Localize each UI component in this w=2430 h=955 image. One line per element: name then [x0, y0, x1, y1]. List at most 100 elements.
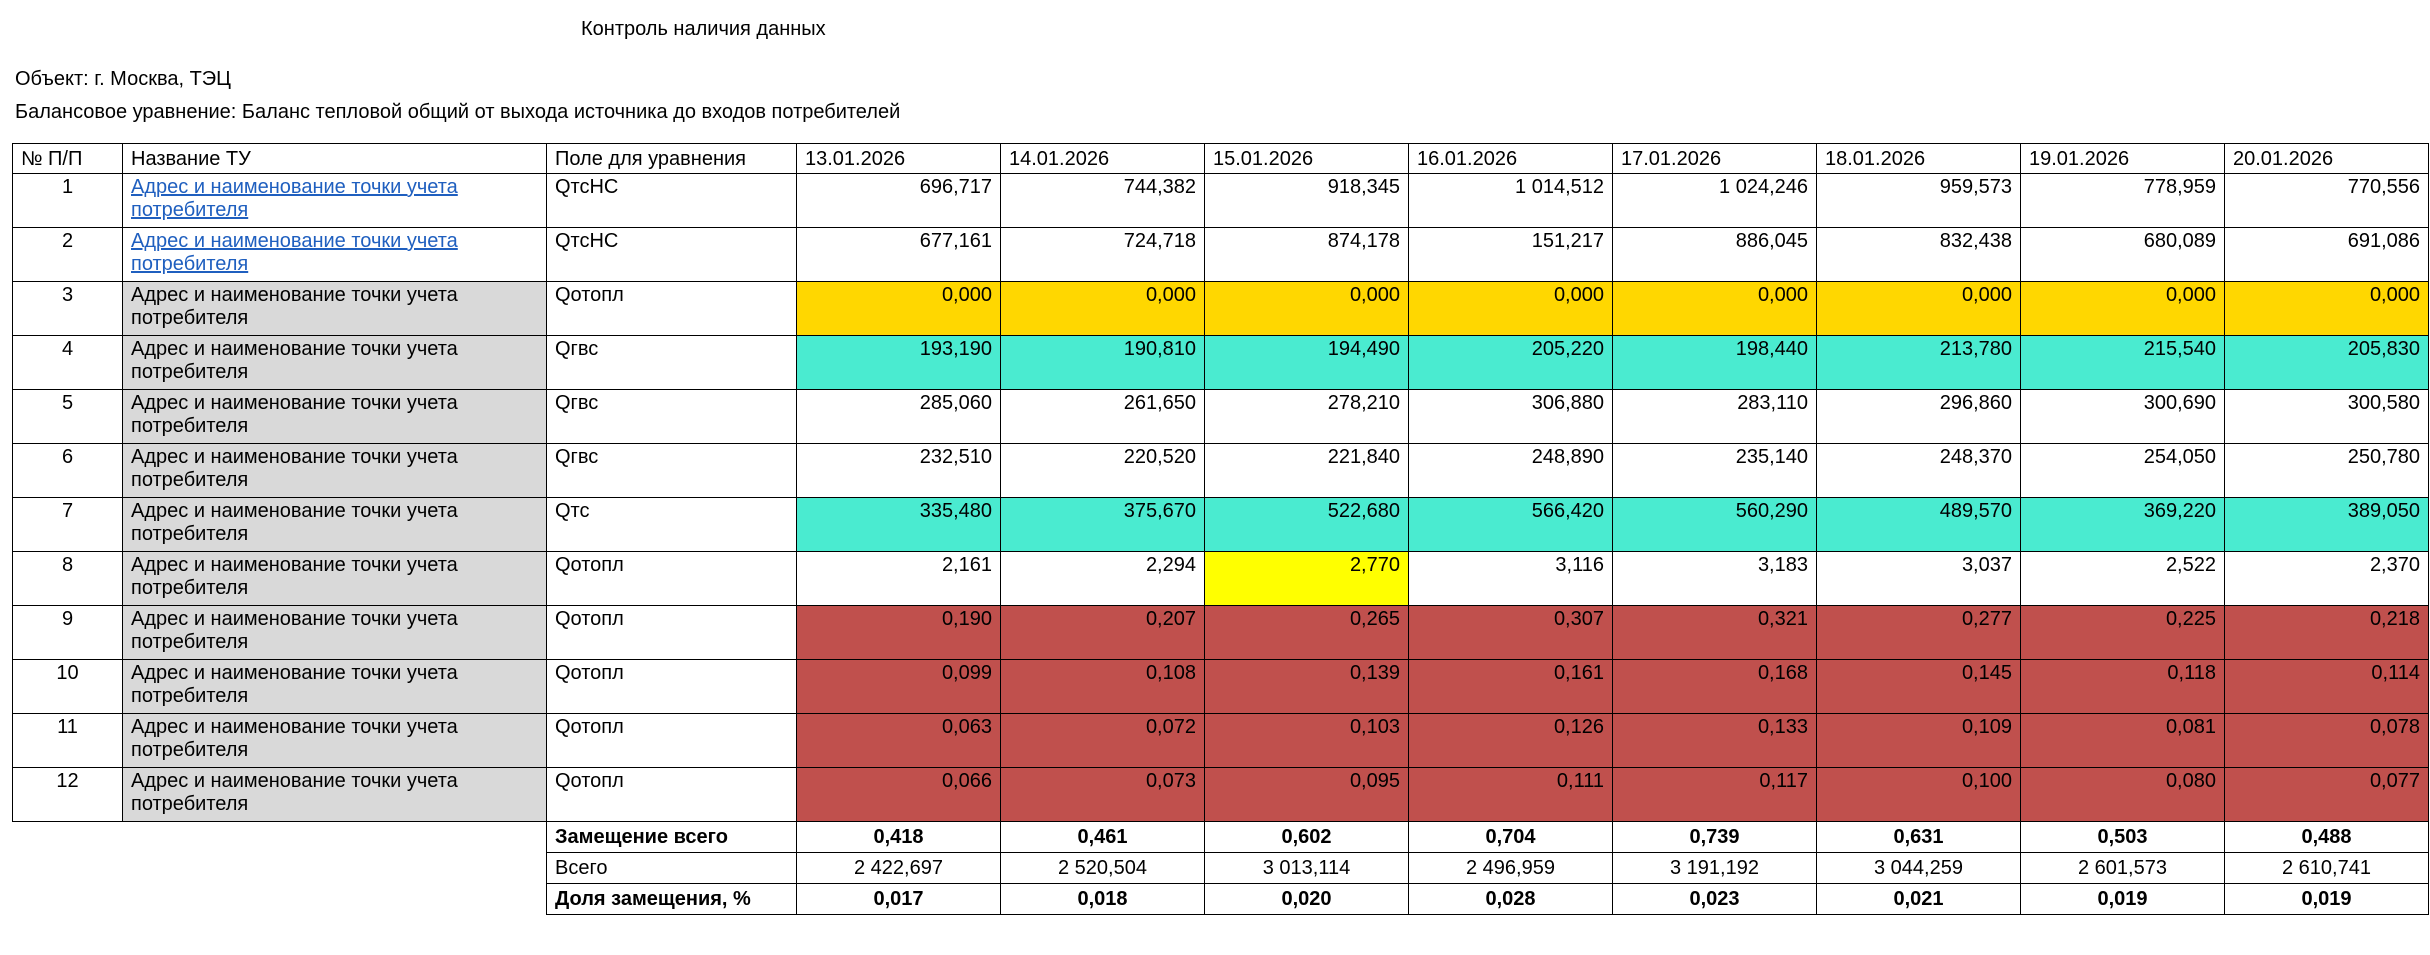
value-cell: 0,207	[1000, 605, 1205, 660]
value-cell: 778,959	[2020, 173, 2225, 228]
value-cell: 0,063	[796, 713, 1001, 768]
equation-field: Qотопл	[546, 713, 797, 768]
summary-value: 0,461	[1000, 821, 1205, 853]
table-row: 7 Адрес и наименование точки учета потреб…	[12, 497, 2429, 552]
tu-name-cell: Адрес и наименование точки учета потреби…	[122, 551, 547, 606]
object-line: Объект: г. Москва, ТЭЦ	[15, 68, 231, 90]
value-cell: 215,540	[2020, 335, 2225, 390]
equation-field: Qотопл	[546, 767, 797, 822]
table-row: 12 Адрес и наименование точки учета потре…	[12, 767, 2429, 822]
tu-name-cell: Адрес и наименование точки учета потреби…	[122, 335, 547, 390]
row-number: 7	[12, 497, 123, 552]
value-cell: 522,680	[1204, 497, 1409, 552]
row-number: 10	[12, 659, 123, 714]
value-cell: 0,145	[1816, 659, 2021, 714]
value-cell: 0,168	[1612, 659, 1817, 714]
value-cell: 0,072	[1000, 713, 1205, 768]
tu-name-cell: Адрес и наименование точки учета потреби…	[122, 389, 547, 444]
tu-name-link[interactable]: Адрес и наименование точки учета потреби…	[131, 230, 458, 275]
summary-value: 0,503	[2020, 821, 2225, 853]
value-cell: 677,161	[796, 227, 1001, 282]
summary-value: 0,739	[1612, 821, 1817, 853]
value-cell: 724,718	[1000, 227, 1205, 282]
value-cell: 0,321	[1612, 605, 1817, 660]
summary-value: 2 601,573	[2020, 852, 2225, 884]
table-row: 4 Адрес и наименование точки учета потреб…	[12, 335, 2429, 390]
header-date: 17.01.2026	[1612, 143, 1817, 174]
value-cell: 0,000	[1204, 281, 1409, 336]
value-cell: 959,573	[1816, 173, 2021, 228]
row-number: 9	[12, 605, 123, 660]
row-number: 4	[12, 335, 123, 390]
summary-value: 0,602	[1204, 821, 1409, 853]
equation-field: Qотопл	[546, 281, 797, 336]
header-num: № П/П	[12, 143, 123, 174]
header-date: 15.01.2026	[1204, 143, 1409, 174]
value-cell: 300,580	[2224, 389, 2429, 444]
summary-value: 2 610,741	[2224, 852, 2429, 884]
row-number: 6	[12, 443, 123, 498]
summary-value: 0,631	[1816, 821, 2021, 853]
value-cell: 489,570	[1816, 497, 2021, 552]
value-cell: 0,000	[1816, 281, 2021, 336]
value-cell: 696,717	[796, 173, 1001, 228]
value-cell: 0,081	[2020, 713, 2225, 768]
table-row: 9 Адрес и наименование точки учета потреб…	[12, 605, 2429, 660]
table-row: 8 Адрес и наименование точки учета потреб…	[12, 551, 2429, 606]
equation-field: Qтс	[546, 497, 797, 552]
header-row: № П/П Название ТУ Поле для уравнения 13.…	[12, 143, 2429, 174]
value-cell: 2,161	[796, 551, 1001, 606]
tu-name-link[interactable]: Адрес и наименование точки учета потреби…	[131, 176, 458, 221]
value-cell: 2,370	[2224, 551, 2429, 606]
value-cell: 0,307	[1408, 605, 1613, 660]
value-cell: 0,139	[1204, 659, 1409, 714]
summary-row: Доля замещения, % 0,017 0,018 0,020 0,028 0,0…	[13, 883, 2429, 915]
value-cell: 874,178	[1204, 227, 1409, 282]
value-cell: 2,770	[1204, 551, 1409, 606]
value-cell: 770,556	[2224, 173, 2429, 228]
value-cell: 0,161	[1408, 659, 1613, 714]
value-cell: 0,277	[1816, 605, 2021, 660]
value-cell: 296,860	[1816, 389, 2021, 444]
value-cell: 0,080	[2020, 767, 2225, 822]
row-number: 3	[12, 281, 123, 336]
balance-equation-line: Балансовое уравнение: Баланс тепловой об…	[15, 101, 901, 123]
value-cell: 248,890	[1408, 443, 1613, 498]
table-row: 5 Адрес и наименование точки учета потреб…	[12, 389, 2429, 444]
header-date: 19.01.2026	[2020, 143, 2225, 174]
value-cell: 744,382	[1000, 173, 1205, 228]
value-cell: 0,111	[1408, 767, 1613, 822]
value-cell: 0,066	[796, 767, 1001, 822]
tu-name-cell: Адрес и наименование точки учета потреби…	[122, 659, 547, 714]
equation-field: QтсНС	[546, 173, 797, 228]
value-cell: 205,220	[1408, 335, 1613, 390]
value-cell: 0,073	[1000, 767, 1205, 822]
value-cell: 0,117	[1612, 767, 1817, 822]
value-cell: 335,480	[796, 497, 1001, 552]
value-cell: 151,217	[1408, 227, 1613, 282]
table-row: 10 Адрес и наименование точки учета потре…	[12, 659, 2429, 714]
row-number: 12	[12, 767, 123, 822]
equation-field: QтсНС	[546, 227, 797, 282]
equation-field: Qгвс	[546, 335, 797, 390]
tu-name-cell: Адрес и наименование точки учета потреби…	[122, 605, 547, 660]
header-date: 20.01.2026	[2224, 143, 2429, 174]
equation-field: Qгвс	[546, 389, 797, 444]
value-cell: 0,000	[1000, 281, 1205, 336]
summary-value: 0,019	[2224, 883, 2429, 915]
header-date: 13.01.2026	[796, 143, 1001, 174]
summary-row: Всего 2 422,697 2 520,504 3 013,114 2 496,95…	[13, 852, 2429, 884]
value-cell: 198,440	[1612, 335, 1817, 390]
value-cell: 0,118	[2020, 659, 2225, 714]
value-cell: 0,095	[1204, 767, 1409, 822]
summary-row: Замещение всего 0,418 0,461 0,602 0,704 0,739…	[13, 821, 2429, 853]
table-row: 6 Адрес и наименование точки учета потреб…	[12, 443, 2429, 498]
row-number: 5	[12, 389, 123, 444]
value-cell: 235,140	[1612, 443, 1817, 498]
value-cell: 0,225	[2020, 605, 2225, 660]
value-cell: 232,510	[796, 443, 1001, 498]
value-cell: 0,108	[1000, 659, 1205, 714]
summary-value: 0,020	[1204, 883, 1409, 915]
row-number: 2	[12, 227, 123, 282]
value-cell: 0,218	[2224, 605, 2429, 660]
